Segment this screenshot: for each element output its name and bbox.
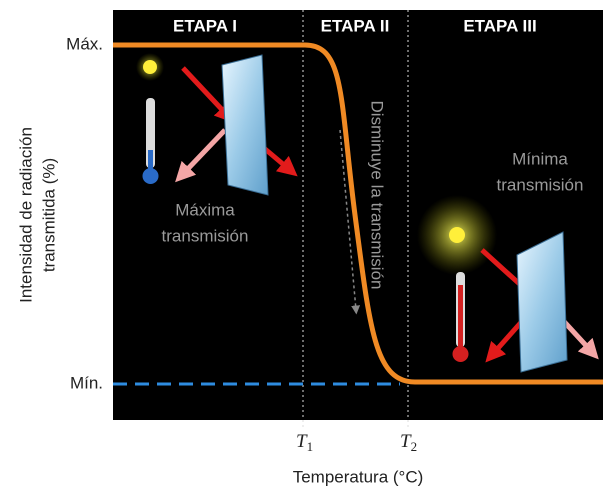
y-max-label: Máx. xyxy=(66,34,103,53)
tick-subscript: 1 xyxy=(307,439,314,454)
glass-pane xyxy=(517,232,567,372)
y-axis-title: transmitida (%) xyxy=(39,158,58,272)
thermometer-level xyxy=(148,150,153,170)
x-tick-label: T2 xyxy=(400,431,417,454)
annotation: transmisión xyxy=(497,175,584,194)
page: ETAPA I ETAPA II ETAPA III Máxima transm… xyxy=(0,0,603,493)
x-tick-label: T1 xyxy=(296,431,313,454)
stage-label: ETAPA I xyxy=(173,16,237,35)
annotation: Mínima xyxy=(512,149,568,168)
x-axis-title: Temperatura (°C) xyxy=(293,467,424,486)
annotation: Disminuye la transmisión xyxy=(368,101,387,290)
annotation: transmisión xyxy=(162,226,249,245)
thermometer-level xyxy=(458,285,463,350)
sun xyxy=(143,60,157,74)
stage-label: ETAPA II xyxy=(321,16,390,35)
thermometer-bulb xyxy=(143,168,159,184)
thermometer-bulb xyxy=(453,346,469,362)
annotation: Máxima xyxy=(175,200,235,219)
y-min-label: Mín. xyxy=(70,373,103,392)
sun xyxy=(449,227,465,243)
stage-label: ETAPA III xyxy=(463,16,536,35)
tick-subscript: 2 xyxy=(411,439,418,454)
diagram: ETAPA I ETAPA II ETAPA III Máxima transm… xyxy=(0,0,603,493)
glass-pane xyxy=(222,55,268,195)
y-axis-title: Intensidad de radiación xyxy=(16,127,35,303)
